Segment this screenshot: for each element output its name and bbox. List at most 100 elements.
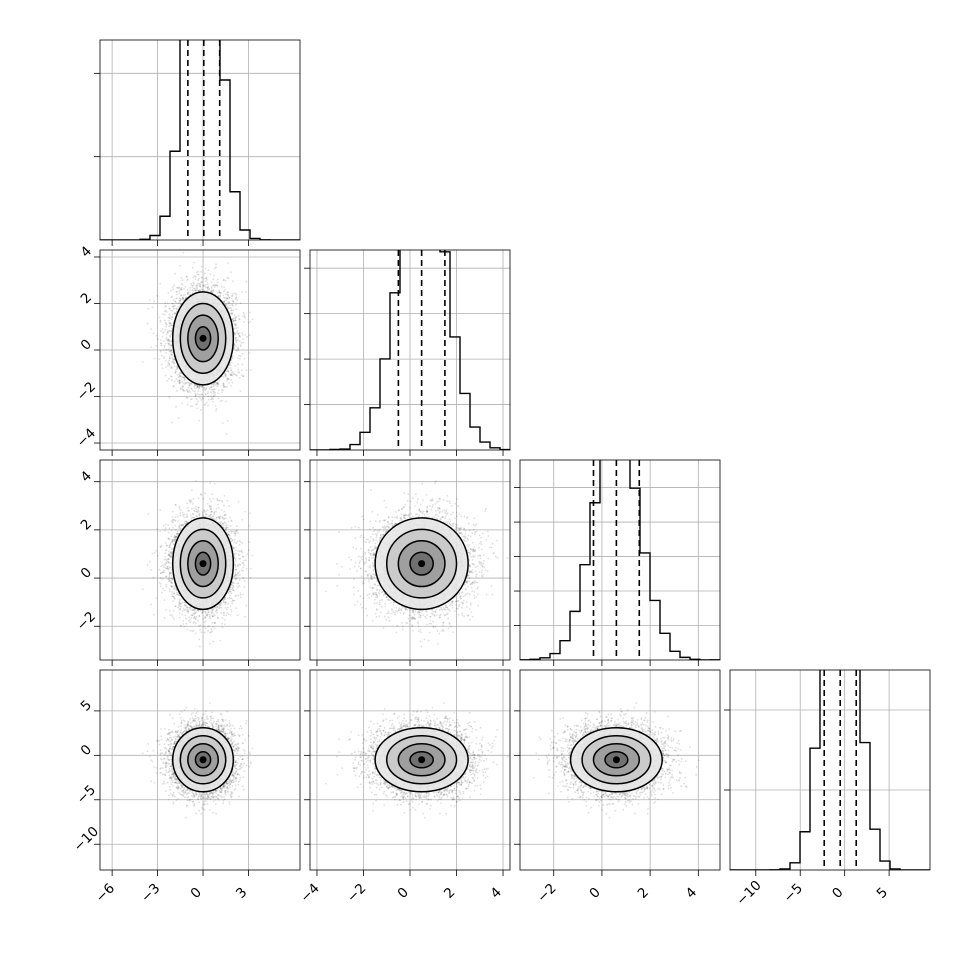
sample-point	[168, 396, 171, 399]
sample-point	[223, 289, 226, 291]
sample-point	[179, 265, 181, 267]
sample-point	[235, 304, 237, 306]
sample-point	[161, 327, 164, 330]
sample-point	[201, 396, 204, 399]
sample-point	[217, 397, 220, 400]
sample-point	[173, 361, 176, 364]
sample-point	[208, 288, 210, 291]
sample-point	[219, 292, 222, 295]
sample-point	[170, 354, 173, 356]
sample-point	[233, 373, 236, 376]
histogram-step	[100, 40, 300, 240]
sample-point	[165, 366, 167, 368]
sample-point	[201, 281, 204, 283]
sample-point	[184, 297, 187, 299]
sample-point	[178, 381, 181, 383]
sample-point	[172, 385, 175, 387]
sample-point	[227, 378, 229, 381]
sample-point	[209, 273, 212, 276]
sample-point	[232, 371, 234, 373]
sample-point	[176, 380, 179, 382]
sample-point	[174, 371, 177, 374]
sample-point	[232, 320, 235, 323]
sample-point	[212, 289, 215, 292]
sample-point	[216, 285, 219, 288]
sample-point	[173, 365, 176, 368]
sample-point	[210, 290, 213, 292]
sample-point	[181, 298, 184, 301]
sample-point	[194, 289, 196, 292]
sample-point	[234, 324, 237, 327]
sample-point	[238, 334, 241, 337]
sample-point	[165, 323, 168, 326]
sample-point	[179, 381, 182, 384]
sample-point	[234, 333, 236, 336]
sample-point	[224, 386, 227, 388]
sample-point	[165, 338, 168, 340]
sample-point	[226, 298, 229, 300]
sample-point	[167, 361, 170, 364]
sample-point	[181, 388, 184, 391]
sample-point	[235, 293, 238, 296]
sample-point	[160, 344, 163, 347]
sample-point	[168, 343, 171, 345]
sample-point	[194, 287, 196, 290]
sample-point	[170, 344, 173, 347]
sample-point	[226, 379, 228, 382]
sample-point	[227, 369, 229, 371]
sample-point	[230, 307, 233, 310]
sample-point	[230, 271, 232, 274]
sample-point	[153, 357, 156, 360]
sample-point	[193, 275, 196, 277]
sample-point	[207, 391, 209, 393]
sample-point	[195, 384, 198, 387]
sample-point	[235, 345, 237, 347]
sample-point	[234, 317, 237, 320]
sample-point	[231, 294, 234, 297]
sample-point	[213, 382, 216, 385]
sample-point	[165, 351, 167, 354]
sample-point	[187, 382, 190, 384]
sample-point	[174, 272, 177, 275]
sample-point	[203, 387, 206, 390]
sample-point	[182, 384, 184, 387]
sample-point	[203, 386, 206, 389]
sample-point	[226, 385, 228, 388]
sample-point	[227, 303, 230, 305]
sample-point	[167, 316, 170, 319]
sample-point	[244, 334, 247, 336]
sample-point	[200, 386, 203, 388]
sample-point	[197, 282, 200, 285]
sample-point	[200, 288, 203, 291]
sample-point	[186, 396, 189, 399]
sample-point	[234, 338, 237, 341]
sample-point	[170, 353, 173, 356]
sample-point	[205, 401, 208, 404]
sample-point	[163, 310, 166, 313]
sample-point	[222, 382, 225, 385]
sample-point	[159, 342, 162, 345]
sample-point	[198, 419, 201, 422]
sample-point	[216, 382, 218, 384]
sample-point	[180, 288, 183, 291]
sample-point	[170, 289, 172, 292]
sample-point	[175, 307, 178, 310]
sample-point	[167, 330, 170, 332]
sample-point	[181, 402, 184, 404]
sample-point	[185, 296, 188, 299]
sample-point	[180, 294, 183, 297]
sample-point	[238, 335, 241, 337]
sample-point	[218, 291, 221, 294]
sample-point	[170, 350, 173, 352]
sample-point	[205, 393, 208, 396]
sample-point	[214, 284, 217, 286]
sample-point	[170, 351, 173, 354]
sample-point	[198, 277, 200, 280]
sample-point	[191, 284, 193, 287]
sample-point	[193, 287, 195, 290]
sample-point	[237, 363, 239, 366]
sample-point	[163, 355, 166, 358]
sample-point	[181, 297, 184, 300]
sample-point	[168, 344, 171, 347]
sample-point	[210, 386, 213, 389]
